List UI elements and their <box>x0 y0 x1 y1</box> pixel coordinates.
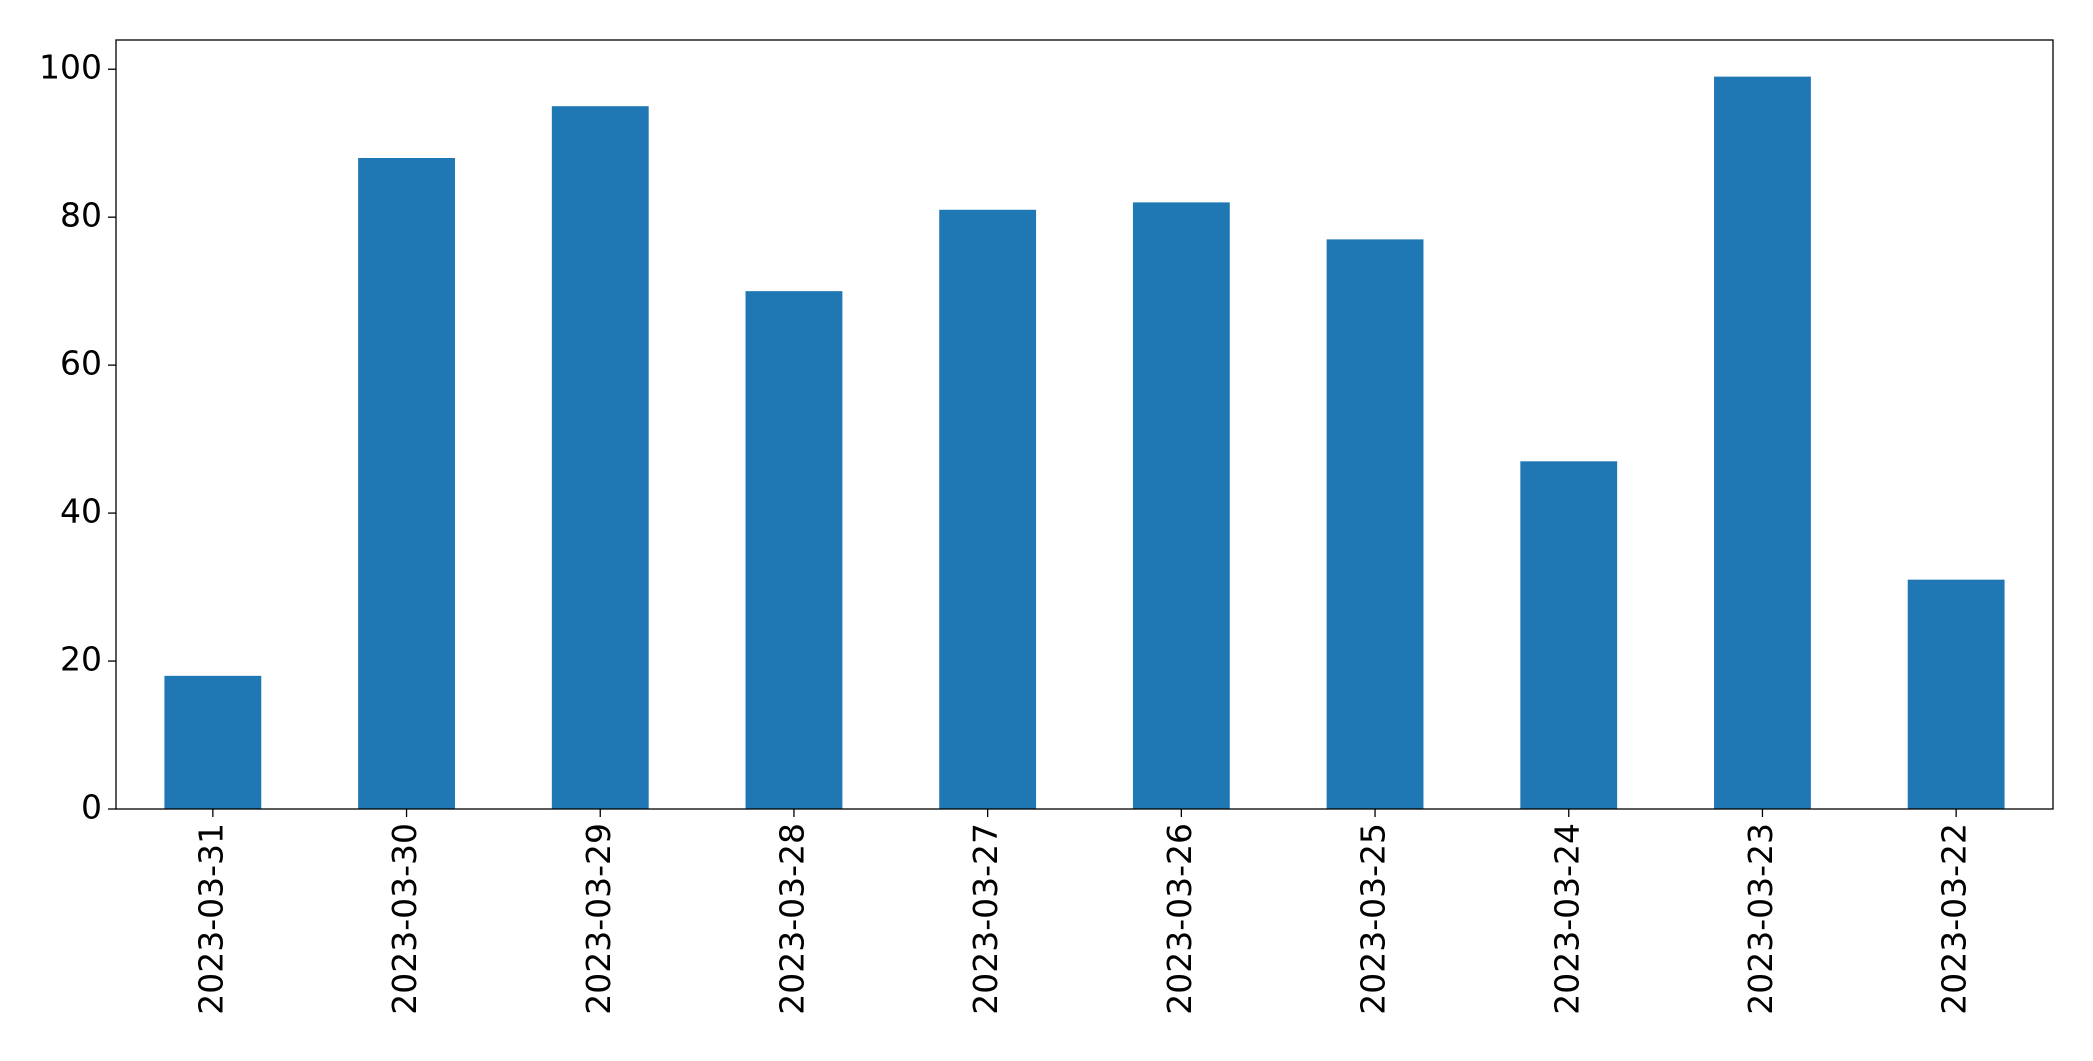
x-tick-label: 2023-03-26 <box>1160 823 1199 1015</box>
plot-frame <box>115 39 2054 810</box>
y-tick-label: 60 <box>60 344 102 383</box>
y-tick-label: 0 <box>81 788 102 827</box>
x-tick-label: 2023-03-30 <box>385 823 424 1015</box>
bar <box>1907 579 2005 809</box>
x-tick-label: 2023-03-23 <box>1741 823 1780 1015</box>
x-tick-label: 2023-03-27 <box>966 823 1005 1015</box>
bar <box>1714 76 1811 810</box>
x-tick-label: 2023-03-24 <box>1547 823 1586 1015</box>
bar <box>745 291 843 809</box>
bar <box>1132 202 1230 809</box>
bar <box>551 106 649 809</box>
x-tick-label: 2023-03-22 <box>1935 823 1974 1015</box>
bar <box>1326 239 1424 810</box>
bar <box>939 209 1037 809</box>
x-tick-label: 2023-03-29 <box>579 823 618 1015</box>
bar <box>164 675 262 809</box>
x-tick-label: 2023-03-25 <box>1354 823 1393 1015</box>
y-tick-label: 80 <box>60 196 102 235</box>
x-tick-label: 2023-03-31 <box>191 823 230 1015</box>
bar <box>358 157 455 810</box>
bar <box>1520 461 1618 809</box>
x-tick-label: 2023-03-28 <box>772 823 811 1015</box>
y-tick-label: 20 <box>60 640 102 679</box>
y-tick-label: 100 <box>39 48 102 87</box>
y-tick-label: 40 <box>60 492 102 531</box>
